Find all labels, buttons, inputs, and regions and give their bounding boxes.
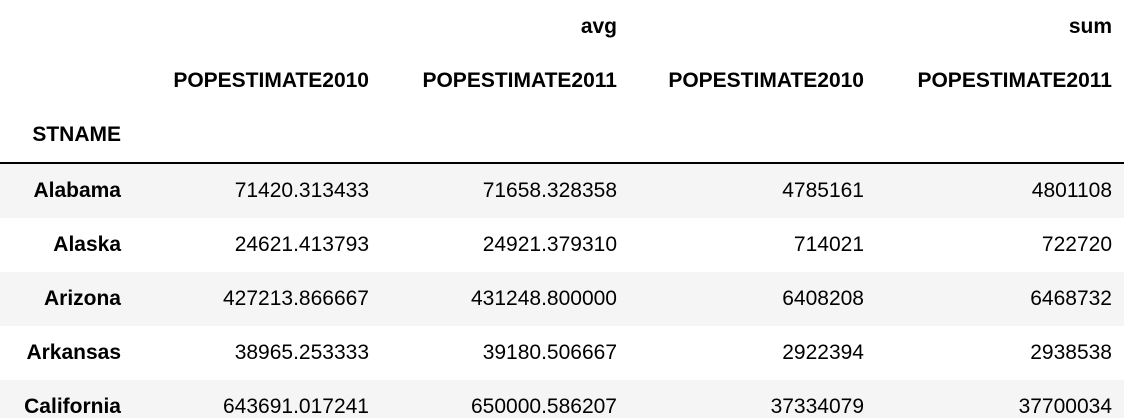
blank-header-cell xyxy=(876,108,1124,164)
table-row: Arizona 427213.866667 431248.800000 6408… xyxy=(0,272,1124,326)
blank-header-cell xyxy=(0,54,133,108)
table-row: California 643691.017241 650000.586207 3… xyxy=(0,380,1124,418)
table-cell: 6468732 xyxy=(1030,287,1112,310)
blank-header-cell xyxy=(381,108,629,164)
table-row: Arkansas 38965.253333 39180.506667 29223… xyxy=(0,326,1124,380)
table-cell: 24921.379310 xyxy=(482,233,617,256)
row-index-label: Arkansas xyxy=(26,341,121,364)
table-cell: 643691.017241 xyxy=(223,395,369,418)
table-cell: 650000.586207 xyxy=(471,395,617,418)
column-header: POPESTIMATE2011 xyxy=(422,69,617,92)
blank-header-cell xyxy=(629,108,876,164)
index-name-header: STNAME xyxy=(0,108,133,164)
table-cell: 2922394 xyxy=(782,341,864,364)
table-cell: 431248.800000 xyxy=(471,287,617,310)
group-header-avg: avg xyxy=(580,15,617,38)
table-cell: 2938538 xyxy=(1030,341,1112,364)
column-header: POPESTIMATE2011 xyxy=(917,69,1112,92)
index-name-row: STNAME xyxy=(0,108,1124,164)
table-body: Alabama 71420.313433 71658.328358 478516… xyxy=(0,163,1124,418)
table-cell: 722720 xyxy=(1041,233,1112,256)
table-cell: 71420.313433 xyxy=(234,179,369,202)
table-cell: 4801108 xyxy=(1031,179,1112,202)
table-cell: 71658.328358 xyxy=(482,179,617,202)
table-row: Alaska 24621.413793 24921.379310 714021 … xyxy=(0,218,1124,272)
table-cell: 714021 xyxy=(793,233,864,256)
group-header-row: avg sum xyxy=(0,0,1124,54)
column-header: POPESTIMATE2010 xyxy=(173,69,369,92)
row-index-label: California xyxy=(24,395,121,418)
row-index-label: Arizona xyxy=(43,287,121,310)
table-row: Alabama 71420.313433 71658.328358 478516… xyxy=(0,163,1124,218)
table-cell: 37334079 xyxy=(770,395,864,418)
row-index-label: Alaska xyxy=(53,233,121,256)
blank-header-cell xyxy=(133,108,381,164)
table-cell: 24621.413793 xyxy=(234,233,369,256)
blank-header-cell xyxy=(0,0,133,54)
table-cell: 39180.506667 xyxy=(482,341,617,364)
table-cell: 37700034 xyxy=(1018,395,1112,418)
table-cell: 427213.866667 xyxy=(223,287,369,310)
table-cell: 38965.253333 xyxy=(234,341,369,364)
column-header: POPESTIMATE2010 xyxy=(668,69,864,92)
row-index-label: Alabama xyxy=(33,179,121,202)
table-header: avg sum POPESTIMATE2010 POPESTIMATE2011 … xyxy=(0,0,1124,164)
column-header-row: POPESTIMATE2010 POPESTIMATE2011 POPESTIM… xyxy=(0,54,1124,108)
table-cell: 4785161 xyxy=(782,179,864,202)
group-header-sum: sum xyxy=(1068,15,1112,38)
table-cell: 6408208 xyxy=(782,287,864,310)
